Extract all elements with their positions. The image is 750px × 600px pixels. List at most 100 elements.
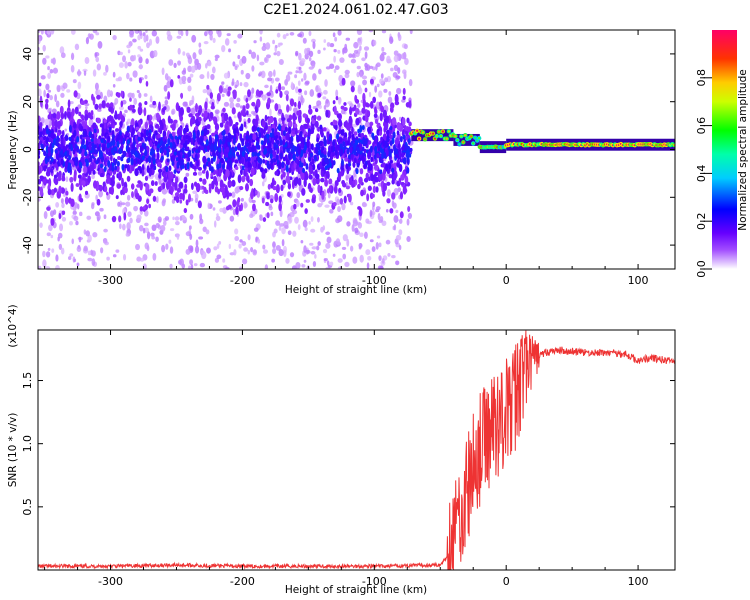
heatmap-cell <box>225 266 230 269</box>
heatmap-cell <box>116 140 120 148</box>
heatmap-cell <box>301 97 305 104</box>
heatmap-cell <box>302 37 307 44</box>
heatmap-cell <box>220 186 226 193</box>
heatmap-cell <box>253 227 259 232</box>
heatmap-cell <box>359 45 362 51</box>
heatmap-cell <box>377 212 381 221</box>
heatmap-cell <box>246 175 250 184</box>
heatmap-cell <box>61 216 67 222</box>
heatmap-cell <box>164 99 169 106</box>
heatmap-cell <box>54 149 58 154</box>
heatmap-cell <box>187 76 192 84</box>
heatmap-cell <box>381 51 387 56</box>
heatmap-cell <box>177 127 182 136</box>
heatmap-cell <box>294 74 298 79</box>
heatmap-cell <box>304 208 308 215</box>
heatmap-cell <box>357 87 363 95</box>
heatmap-cell <box>358 246 362 250</box>
heatmap-cell <box>133 97 137 106</box>
heatmap-cell <box>148 119 152 126</box>
heatmap-cell <box>237 111 242 119</box>
heatmap-cell <box>380 105 385 113</box>
heatmap-cell <box>273 69 276 77</box>
heatmap-cell <box>284 90 290 96</box>
heatmap-cell <box>209 111 214 119</box>
heatmap-cell <box>103 228 108 233</box>
heatmap-cell <box>263 134 267 142</box>
heatmap-cell <box>42 127 46 137</box>
heatmap-cell <box>96 63 102 71</box>
heatmap-cell <box>309 89 315 97</box>
snr-xtick-label: -200 <box>230 575 255 588</box>
heatmap-cell <box>197 166 202 171</box>
heatmap-cell <box>409 30 413 35</box>
heatmap-cell <box>55 100 60 108</box>
heatmap-cell <box>318 68 322 75</box>
heatmap-cell <box>137 54 141 58</box>
heatmap-cell <box>205 229 210 235</box>
heatmap-cell <box>273 117 277 122</box>
heatmap-cell <box>243 247 249 252</box>
heatmap-cell <box>307 147 311 153</box>
heatmap-cell <box>239 82 243 87</box>
heatmap-cell <box>242 258 248 265</box>
heatmap-cell <box>84 158 88 163</box>
heatmap-cell <box>399 211 404 219</box>
heatmap-cell <box>108 186 112 195</box>
heatmap-cell <box>337 49 341 54</box>
heatmap-cell <box>142 227 146 234</box>
heatmap-cell <box>393 224 397 231</box>
heatmap-cell <box>99 172 104 178</box>
heatmap-cell <box>331 152 335 157</box>
heatmap-cell <box>350 85 355 93</box>
heatmap-cell <box>117 156 122 161</box>
heatmap-cell <box>340 158 344 167</box>
heatmap-cell <box>150 180 155 187</box>
heatmap-cell <box>398 229 403 236</box>
heatmap-cell <box>158 101 161 111</box>
heatmap-cell <box>357 103 361 108</box>
heatmap-cell <box>282 139 286 146</box>
heatmap-cell <box>308 50 314 58</box>
heatmap-cell <box>131 108 136 113</box>
heatmap-cell <box>117 171 123 181</box>
heatmap-cell <box>295 86 299 94</box>
heatmap-cell <box>65 135 69 141</box>
heatmap-cell <box>392 162 398 168</box>
heatmap-cell <box>233 40 237 44</box>
heatmap-cell <box>119 110 123 118</box>
heatmap-cell <box>171 108 176 115</box>
heatmap-cell <box>357 183 361 190</box>
heatmap-cell <box>122 223 126 231</box>
heatmap-cell <box>398 163 403 173</box>
heatmap-cell <box>124 61 128 69</box>
heatmap-cell <box>183 208 188 214</box>
heatmap-cell <box>161 67 165 76</box>
heatmap-cell <box>396 122 401 131</box>
heatmap-cell <box>273 228 278 234</box>
heatmap-cell <box>50 217 55 226</box>
heatmap-cell <box>112 139 116 147</box>
heatmap-cell <box>353 157 357 163</box>
heatmap-cell <box>118 148 123 155</box>
heatmap-cell <box>198 48 203 55</box>
heatmap-cell <box>382 141 386 147</box>
heatmap-cell <box>333 120 338 126</box>
heatmap-cell <box>137 136 141 142</box>
heatmap-cell <box>40 75 46 80</box>
heatmap-cell <box>68 164 72 173</box>
heatmap-cell <box>56 131 60 137</box>
heatmap-cell <box>179 115 184 122</box>
heatmap-cell <box>52 112 57 119</box>
heatmap-cell <box>68 142 72 150</box>
heatmap-cell <box>316 137 320 143</box>
heatmap-cell <box>218 200 222 204</box>
heatmap-cell <box>356 30 363 36</box>
heatmap-cell <box>441 130 445 133</box>
heatmap-cell <box>325 171 329 178</box>
heatmap-cell <box>254 189 258 196</box>
heatmap-cell <box>214 186 219 193</box>
heatmap-cell <box>359 168 364 175</box>
heatmap-cell <box>240 197 244 202</box>
heatmap-cell <box>381 162 386 168</box>
